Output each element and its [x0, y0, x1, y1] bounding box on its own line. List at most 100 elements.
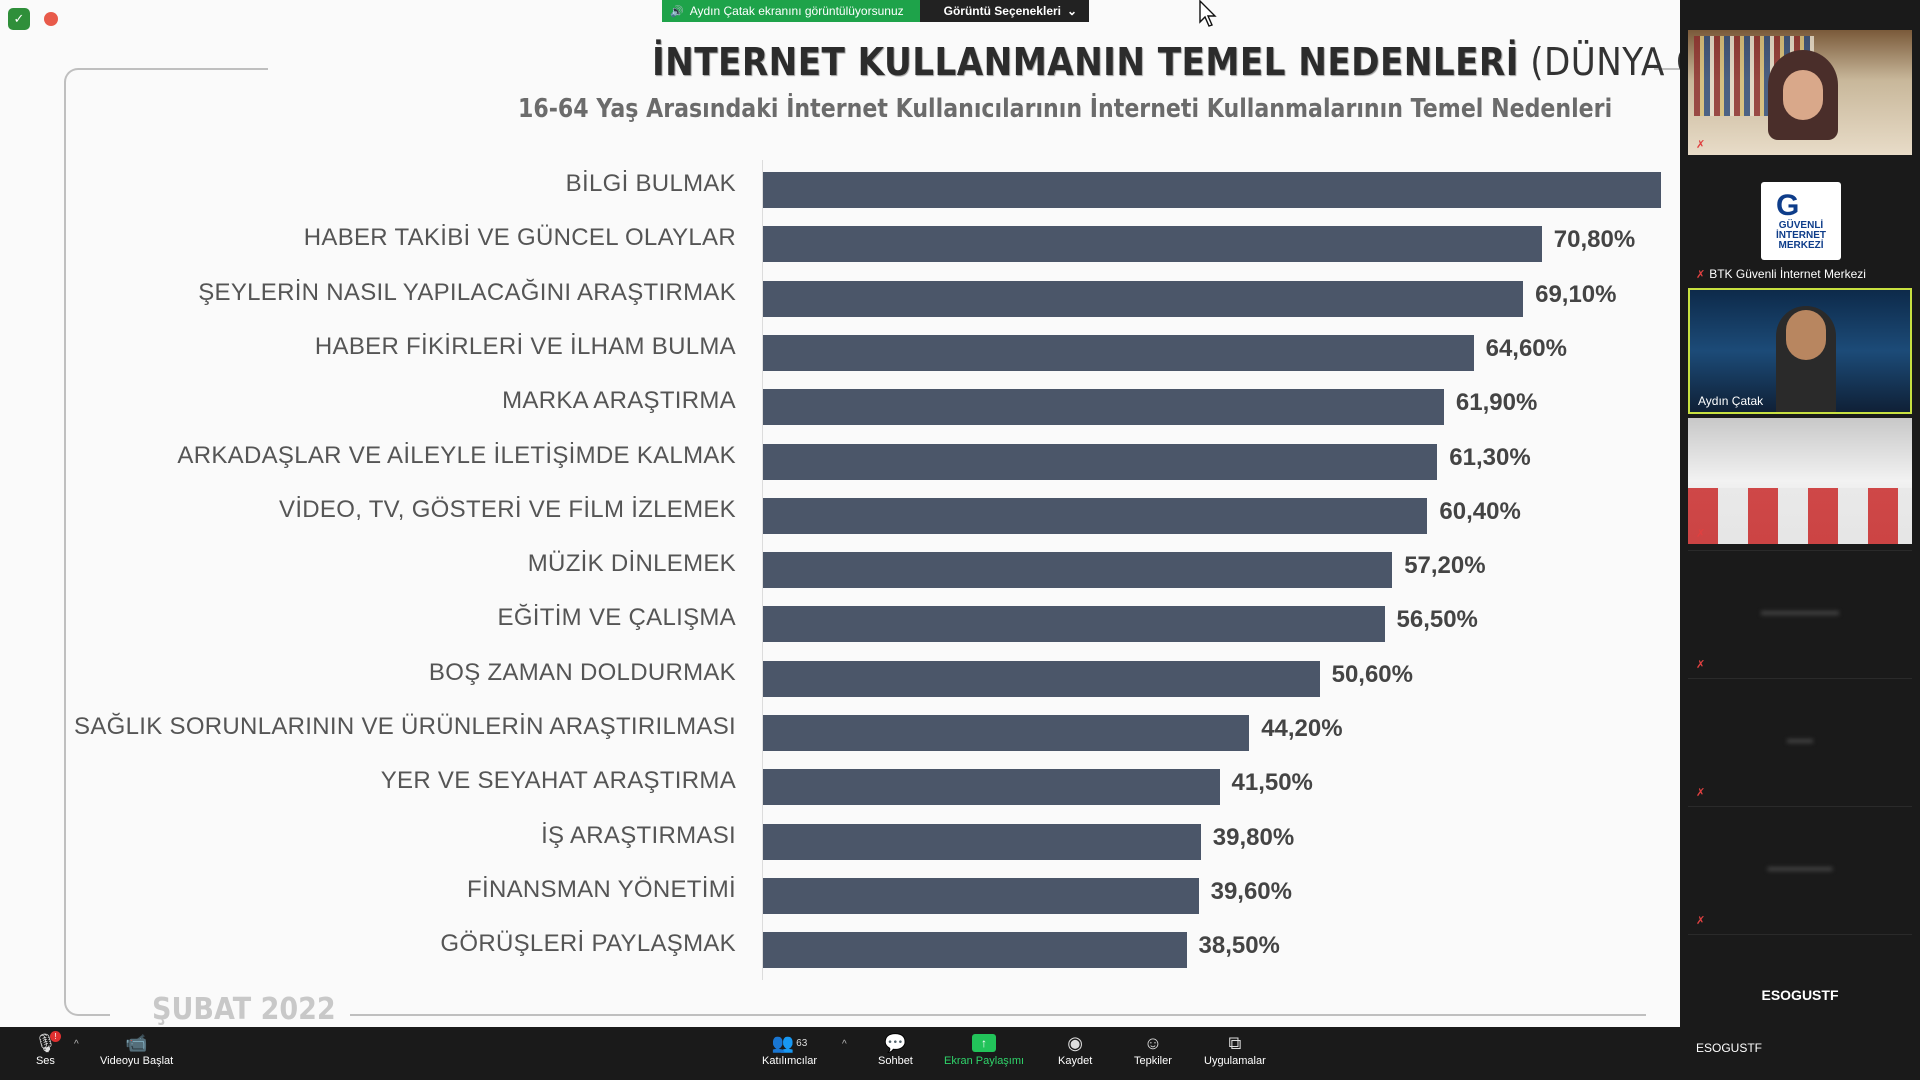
bar [763, 334, 1474, 371]
audio-label: Ses [35, 1055, 55, 1067]
participant-tile-btk[interactable]: G GÜVENLİ İNTERNET MERKEZİ ✗ BTK Güvenli … [1688, 160, 1912, 285]
logo-line3: MERKEZİ [1778, 240, 1824, 251]
category-label: MARKA ARAŞTIRMA [502, 387, 736, 415]
value-label: 57,20% [1404, 552, 1486, 580]
participant-gallery: ✗ G GÜVENLİ İNTERNET MERKEZİ ✗ BTK Güvenl… [1680, 0, 1920, 1060]
chart-row: EĞİTİM VE ÇALIŞMA 56,50% [0, 594, 1680, 648]
logo-line1: GÜVENLİ [1778, 220, 1824, 231]
category-label: YER VE SEYAHAT ARAŞTIRMA [380, 767, 736, 795]
chat-button[interactable]: 💬 Sohbet [878, 1031, 913, 1068]
meeting-toolbar: 🎙 ! Ses ^ 📹 Videoyu Başlat 👥 63 Katılımcı… [0, 1027, 1680, 1080]
logo-line2: İNTERNET [1776, 230, 1826, 241]
bar [763, 389, 1444, 426]
category-label: BOŞ ZAMAN DOLDURMAK [428, 658, 736, 686]
participant-name-blurred: ✗ [1696, 785, 1709, 799]
blurred-name: ▬▬▬▬▬▬ [1761, 603, 1839, 618]
frame-gap [110, 1000, 350, 1026]
chart-row: FİNANSMAN YÖNETİMİ 39,60% [0, 866, 1680, 920]
record-button[interactable]: ◉ Kaydet [1058, 1031, 1093, 1068]
recording-indicator-icon[interactable] [44, 12, 58, 26]
value-label: 61,90% [1455, 389, 1538, 417]
chart-row: ARKADAŞLAR VE AİLEYLE İLETİŞİMDE KALMAK 6… [0, 432, 1680, 486]
record-label: Kaydet [1058, 1055, 1093, 1067]
category-label: VİDEO, TV, GÖSTERİ VE FİLM İZLEMEK [279, 495, 736, 523]
participant-name: ESOGUSTF [1696, 1041, 1763, 1055]
value-label: 70,80% [1553, 226, 1636, 254]
value-label: 39,80% [1212, 823, 1295, 851]
slide-title-plain: (DÜNYA GENELİ) [1530, 40, 1680, 84]
reactions-label: Tepkiler [1134, 1055, 1172, 1067]
participant-name-blurred: ✗ [1696, 526, 1709, 540]
blurred-name: ▬▬▬▬▬ [1767, 859, 1833, 874]
bar [763, 660, 1320, 697]
share-screen-label: Ekran Paylaşımı [944, 1055, 1025, 1067]
bar [763, 715, 1250, 751]
audio-warning-badge: ! [50, 1031, 61, 1042]
mic-muted-icon: ✗ [1696, 787, 1706, 799]
category-label: HABER FİKİRLERİ VE İLHAM BULMA [314, 332, 736, 360]
slide-subtitle: 16-64 Yaş Arasındaki İnternet Kullanıcıl… [518, 94, 1613, 124]
share-banner: 🔊 Aydın Çatak ekranını görüntülüyorsunuz… [662, 0, 1090, 22]
participant-tile-blurred[interactable]: ▬▬▬▬▬▬ ✗ [1688, 550, 1912, 675]
chart-row: BİLGİ BULMAK [0, 160, 1680, 214]
participant-name-blurred: ✗ [1696, 657, 1709, 671]
start-video-button[interactable]: 📹 Videoyu Başlat [100, 1031, 173, 1068]
participant-name-blurred: ✗ [1696, 137, 1709, 151]
participant-display-name: ESOGUSTF [1761, 987, 1839, 1003]
blurred-name: ▬▬ [1787, 731, 1813, 746]
value-label: 50,60% [1331, 660, 1413, 688]
bar-chart: BİLGİ BULMAK HABER TAKİBİ VE GÜNCEL OLAYL… [0, 160, 1680, 980]
apps-label: Uygulamalar [1204, 1055, 1266, 1067]
participants-button[interactable]: 👥 63 Katılımcılar [762, 1031, 817, 1068]
apps-button[interactable]: ⧉ Uygulamalar [1204, 1031, 1266, 1068]
value-label: 44,20% [1261, 715, 1343, 742]
video-off-icon: 📹 [125, 1032, 148, 1053]
value-label: 56,50% [1396, 606, 1478, 634]
value-label: 64,60% [1485, 334, 1567, 362]
reactions-button[interactable]: ☺ Tepkiler [1134, 1031, 1172, 1068]
bar [763, 443, 1438, 480]
chart-axis [762, 160, 763, 980]
chart-row: ŞEYLERİN NASIL YAPILACAĞINI ARAŞTIRMAK 69… [0, 269, 1680, 323]
chart-row: GÖRÜŞLERİ PAYLAŞMAK 38,50% [0, 920, 1680, 974]
value-label: 38,50% [1198, 932, 1280, 960]
chart-row: YER VE SEYAHAT ARAŞTIRMA 41,50% [0, 757, 1680, 811]
participants-options-caret[interactable]: ^ [842, 1039, 847, 1050]
record-icon: ◉ [1067, 1032, 1083, 1053]
participant-tile-classroom[interactable]: ✗ [1688, 418, 1912, 544]
view-options-button[interactable]: Görüntü Seçenekleri ⌄ [919, 0, 1090, 22]
participant-name: ✗ BTK Güvenli İnternet Merkezi [1696, 267, 1866, 281]
share-icon-wrap: ↑ [972, 1031, 997, 1055]
mic-muted-icon: ✗ [1696, 528, 1706, 540]
bar [763, 172, 1661, 208]
apps-icon: ⧉ [1228, 1032, 1242, 1053]
guvenli-internet-logo: G GÜVENLİ İNTERNET MERKEZİ [1761, 182, 1841, 260]
audio-button[interactable]: 🎙 ! Ses [34, 1031, 61, 1067]
bar [763, 877, 1199, 914]
participant-tile-presenter[interactable]: Aydın Çatak [1688, 288, 1912, 414]
share-screen-button[interactable]: ↑ Ekran Paylaşımı [944, 1031, 1024, 1067]
category-label: MÜZİK DİNLEMEK [527, 550, 736, 578]
value-label: 41,50% [1231, 769, 1313, 797]
bar [763, 552, 1393, 589]
participant-tile-video[interactable]: ✗ [1688, 30, 1912, 155]
slide-footer-date: ŞUBAT 2022 [152, 992, 336, 1027]
chart-row: VİDEO, TV, GÖSTERİ VE FİLM İZLEMEK 60,40% [0, 486, 1680, 540]
presenter-face [1786, 310, 1826, 360]
audio-options-caret[interactable]: ^ [74, 1039, 79, 1050]
participant-name: Aydın Çatak [1698, 394, 1764, 408]
value-label: 61,30% [1449, 443, 1531, 471]
encryption-shield-icon[interactable]: ✓ [8, 8, 30, 30]
category-label: İŞ ARAŞTIRMASI [541, 821, 736, 849]
chart-row: MARKA ARAŞTIRMA 61,90% [0, 377, 1680, 431]
participant-tile-blurred[interactable]: ▬▬ ✗ [1688, 678, 1912, 803]
category-label: GÖRÜŞLERİ PAYLAŞMAK [440, 930, 736, 958]
classroom-video [1688, 488, 1912, 544]
logo-text: GÜVENLİ İNTERNET MERKEZİ [1776, 221, 1826, 251]
category-label: HABER TAKİBİ VE GÜNCEL OLAYLAR [303, 224, 736, 252]
frame-gap [268, 60, 1648, 76]
participant-tile-esogustf[interactable]: ESOGUSTF ESOGUSTF [1688, 934, 1912, 1059]
chevron-down-icon: ⌄ [1067, 4, 1078, 18]
participants-count: 63 [796, 1037, 808, 1049]
participant-tile-blurred[interactable]: ▬▬▬▬▬ ✗ [1688, 806, 1912, 931]
